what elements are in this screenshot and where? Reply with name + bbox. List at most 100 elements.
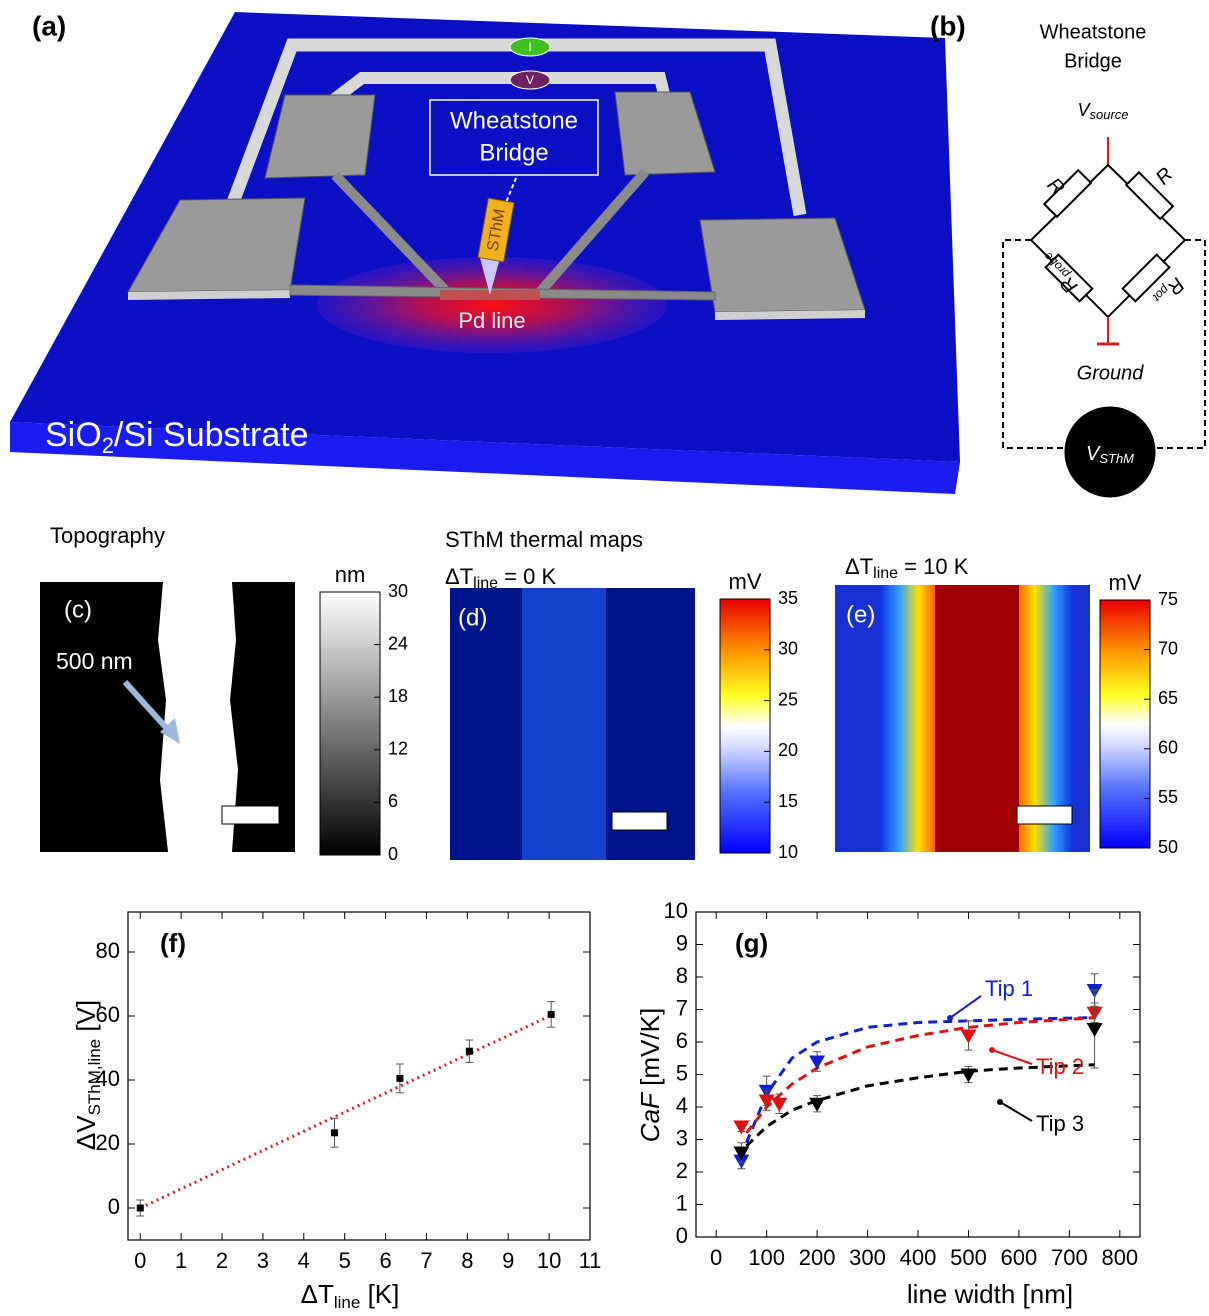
y-tick-label: 2 bbox=[676, 1158, 688, 1183]
label-main: ΔT bbox=[445, 564, 473, 589]
x-tick-label: 0 bbox=[134, 1248, 146, 1273]
probe-body bbox=[477, 197, 515, 263]
resistor bbox=[1042, 168, 1093, 219]
current-meter bbox=[509, 37, 551, 57]
map-condition: ΔTline = 10 K bbox=[845, 554, 969, 582]
meter-wire bbox=[1002, 239, 1065, 449]
colorbar-tick-label: 10 bbox=[778, 842, 798, 862]
colorbar-unit: nm bbox=[335, 562, 366, 587]
fit-curve bbox=[745, 1063, 1095, 1148]
x-tick-label: 10 bbox=[537, 1248, 561, 1273]
panel-label: (b) bbox=[930, 10, 966, 41]
axis-label: CaF [mV/K] bbox=[635, 1008, 665, 1142]
substrate-front bbox=[10, 422, 960, 494]
colorbar-tick-label: 35 bbox=[778, 588, 798, 608]
label-main: CaF bbox=[635, 1091, 665, 1142]
panel-label: (a) bbox=[32, 10, 66, 41]
circuit-diagram: (b) Wheatstone Bridge Vsource R R Rprobe… bbox=[930, 10, 1206, 498]
colorbar bbox=[1099, 599, 1151, 849]
label-main: SiO bbox=[45, 416, 102, 454]
scale-bar bbox=[611, 811, 668, 831]
topography-line bbox=[158, 582, 238, 852]
series-label: Tip 3 bbox=[1036, 1111, 1084, 1136]
colorbar-tick-label: 12 bbox=[388, 739, 408, 759]
map-annotation: 500 nm bbox=[56, 648, 133, 674]
label-arrowhead bbox=[947, 1015, 953, 1021]
ground-label: Ground bbox=[1077, 362, 1145, 384]
x-tick-label: 7 bbox=[420, 1248, 432, 1273]
annotation-arrow bbox=[122, 679, 173, 735]
x-tick-label: 400 bbox=[900, 1245, 937, 1270]
label-sub: 2 bbox=[102, 433, 114, 458]
probe: SThM bbox=[477, 197, 515, 263]
line-label: Pd line bbox=[458, 308, 525, 333]
bridge-box bbox=[429, 99, 599, 176]
x-tick-label: 200 bbox=[799, 1245, 836, 1270]
colorbar-tick-label: 18 bbox=[388, 686, 408, 706]
x-tick-label: 3 bbox=[257, 1248, 269, 1273]
x-tick-label: 1 bbox=[175, 1248, 187, 1273]
x-tick-label: 4 bbox=[298, 1248, 310, 1273]
colorbar-tick-label: 60 bbox=[1158, 738, 1178, 758]
label-rest: = 10 K bbox=[898, 554, 969, 579]
x-tick-label: 600 bbox=[1001, 1245, 1038, 1270]
meter-label: VSThM bbox=[1086, 443, 1134, 466]
colorbar-tick-label: 6 bbox=[388, 791, 398, 811]
pad-edge bbox=[715, 310, 865, 320]
probe-lead bbox=[331, 171, 449, 294]
y-tick-label: 60 bbox=[96, 1002, 120, 1027]
colorbar-tick-label: 15 bbox=[778, 791, 798, 811]
panel-label: (f) bbox=[160, 928, 186, 958]
meter bbox=[1064, 406, 1156, 498]
series-label: Tip 2 bbox=[1036, 1054, 1084, 1079]
colorbar-unit: mV bbox=[1109, 570, 1142, 595]
x-tick-label: 6 bbox=[379, 1248, 391, 1273]
link-line bbox=[504, 177, 517, 206]
colorbar-tick-label: 0 bbox=[388, 844, 398, 864]
heat-glow bbox=[317, 257, 667, 353]
point bbox=[960, 1068, 977, 1083]
fit-curve bbox=[745, 1016, 1095, 1144]
label-main: line width [nm] bbox=[907, 1279, 1073, 1309]
resistor-label: R bbox=[1152, 163, 1178, 189]
colorbar-tick-label: 30 bbox=[388, 581, 408, 601]
colorbar-tick-label: 30 bbox=[778, 639, 798, 659]
label-main: V bbox=[1086, 443, 1101, 465]
point bbox=[733, 1120, 750, 1135]
substrate-label: SiO2/Si Substrate bbox=[45, 416, 309, 458]
label-rest: [mV/K] bbox=[635, 1008, 665, 1093]
y-tick-label: 1 bbox=[676, 1190, 688, 1215]
colorbar-tick-label: 25 bbox=[778, 689, 798, 709]
pad bbox=[614, 91, 716, 176]
x-tick-label: 100 bbox=[748, 1245, 785, 1270]
fit-curve bbox=[139, 1013, 554, 1210]
point bbox=[136, 1204, 144, 1212]
colorbar bbox=[319, 591, 381, 856]
label-arrow bbox=[991, 1049, 1033, 1065]
map-label: (c) bbox=[64, 596, 92, 623]
maps: Topography (c) 500 nm SThM thermal maps … bbox=[40, 523, 1090, 860]
y-tick-label: 8 bbox=[676, 963, 688, 988]
point bbox=[330, 1129, 338, 1137]
voltage-meter bbox=[509, 70, 551, 90]
fit-curve bbox=[745, 1016, 1095, 1134]
colorbar bbox=[719, 598, 771, 854]
scale-bar bbox=[1016, 805, 1073, 825]
bridge-label: Wheatstone bbox=[450, 107, 578, 134]
annotation-arrowhead bbox=[160, 718, 180, 744]
label-arrowhead bbox=[997, 1099, 1003, 1105]
circuit-title: Bridge bbox=[1064, 50, 1122, 72]
label-sub: SThM,line bbox=[85, 1039, 104, 1116]
colorbar-tick-label: 65 bbox=[1158, 688, 1178, 708]
voltage-label: V bbox=[526, 73, 534, 87]
y-tick-label: 0 bbox=[108, 1194, 120, 1219]
axis-label: line width [nm] bbox=[907, 1279, 1073, 1309]
label-main: ΔT bbox=[845, 554, 873, 579]
y-tick-label: 20 bbox=[96, 1130, 120, 1155]
resistor bbox=[1044, 253, 1094, 303]
label-sub: line bbox=[873, 565, 898, 582]
map-header: SThM thermal maps bbox=[445, 527, 643, 552]
y-tick-label: 10 bbox=[664, 898, 688, 923]
point bbox=[547, 1010, 555, 1018]
resistor bbox=[1121, 253, 1171, 303]
